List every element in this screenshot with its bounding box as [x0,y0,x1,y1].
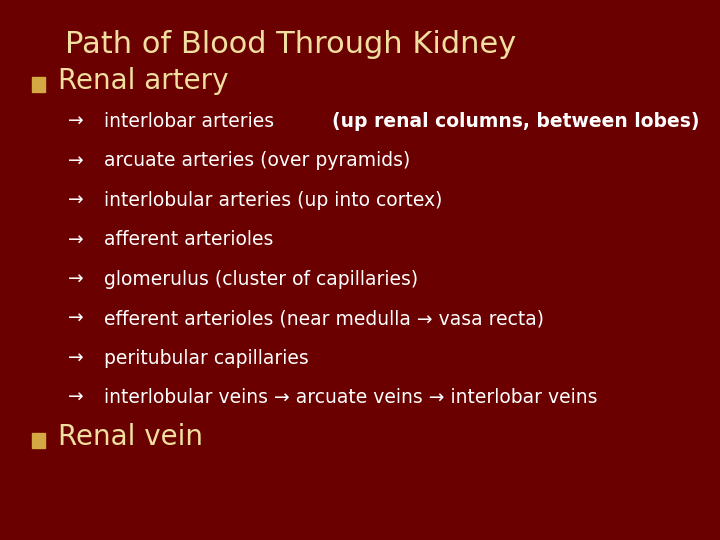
Text: peritubular capillaries: peritubular capillaries [104,348,309,368]
Text: →: → [68,269,84,289]
Text: glomerulus (cluster of capillaries): glomerulus (cluster of capillaries) [104,269,418,289]
Text: Renal vein: Renal vein [58,423,203,451]
Text: arcuate arteries (over pyramids): arcuate arteries (over pyramids) [104,151,410,171]
Text: →: → [68,230,84,249]
Text: afferent arterioles: afferent arterioles [104,230,274,249]
Text: (up renal columns, between lobes): (up renal columns, between lobes) [332,112,699,131]
Text: interlobular arteries (up into cortex): interlobular arteries (up into cortex) [104,191,443,210]
Text: interlobar arteries: interlobar arteries [104,112,281,131]
Text: →: → [68,112,84,131]
FancyBboxPatch shape [32,77,45,92]
Text: →: → [68,151,84,171]
FancyBboxPatch shape [32,433,45,448]
Text: Renal artery: Renal artery [58,68,229,96]
Text: efferent arterioles (near medulla → vasa recta): efferent arterioles (near medulla → vasa… [104,309,544,328]
Text: →: → [68,388,84,407]
Text: interlobular veins → arcuate veins → interlobar veins: interlobular veins → arcuate veins → int… [104,388,598,407]
Text: →: → [68,348,84,368]
Text: Path of Blood Through Kidney: Path of Blood Through Kidney [65,30,516,59]
Text: →: → [68,191,84,210]
Text: →: → [68,309,84,328]
